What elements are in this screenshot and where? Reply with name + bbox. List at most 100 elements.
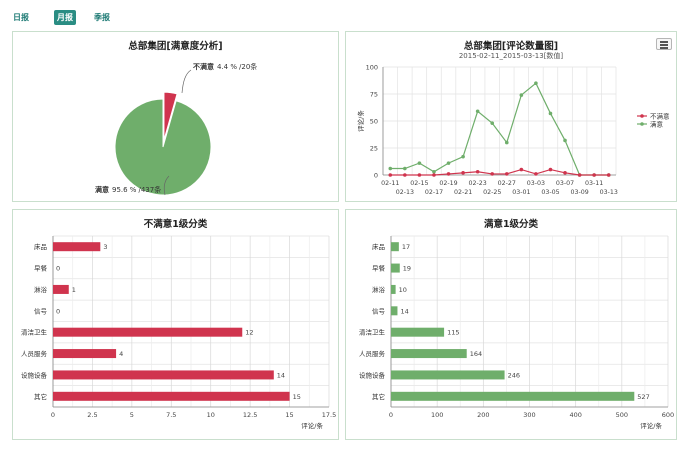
category-label: 其它	[372, 392, 385, 401]
x-tick-label: 02-15	[410, 180, 428, 187]
bar-value-label: 246	[508, 371, 520, 379]
bar	[391, 284, 396, 294]
line-chart-subtitle: 2015-02-11_2015-03-13[数值]	[458, 52, 564, 60]
data-point	[461, 154, 465, 159]
bar	[53, 391, 290, 401]
pie-label-percent: 95.6 %	[112, 186, 137, 194]
data-point	[548, 167, 553, 172]
line-chart: 0 25 50 75 100 02-11 02-15 02-19 02-23 02-27 03-03…	[356, 64, 670, 197]
tab-quarterly[interactable]: 季报	[94, 13, 110, 22]
data-point	[519, 93, 524, 97]
data-point	[563, 171, 567, 175]
x-tick-label: 02-19	[439, 180, 457, 187]
bar-value-label: 17	[402, 243, 410, 251]
x-tick-label: 03-05	[541, 189, 559, 196]
x-tick-label: 200	[477, 411, 489, 419]
pie-label-dissatisfied: 不满意 4.4 %/20条	[193, 62, 257, 71]
dissatisfied-bar-chart: 0 2.5 5 7.5 10 12.5 15 17.5 评论/条 床品 3 早餐 0 淋浴 1 信号 0 清洁卫生…	[21, 235, 336, 430]
x-tick-label: 03-03	[527, 180, 545, 187]
x-tick-label: 12.5	[243, 411, 257, 419]
pie-leader-line	[163, 175, 170, 196]
x-tick-label: 02-11	[381, 180, 399, 187]
x-tick-label: 600	[662, 411, 674, 419]
x-tick-label: 500	[616, 411, 628, 419]
x-tick-label: 17.5	[322, 411, 336, 419]
pie-label-name: 不满意	[193, 62, 214, 71]
data-point	[534, 81, 538, 85]
pie-label-count: 20条	[241, 62, 257, 71]
bar-value-label: 527	[637, 393, 649, 401]
satisfied-chart-title: 满意1级分类	[483, 219, 539, 230]
data-point	[446, 172, 451, 176]
data-point	[548, 111, 553, 116]
bar-value-label: 12	[245, 329, 253, 337]
bar-value-label: 3	[103, 243, 107, 251]
pie-chart-title: 总部集团[满意度分析]	[128, 41, 223, 52]
report-period-tabs: 日报 月报 季报	[0, 0, 687, 28]
pie-label-sep: /	[138, 186, 141, 194]
chart-menu-button[interactable]	[656, 38, 672, 50]
x-tick-label: 02-23	[469, 180, 487, 187]
dissatisfied-chart-title: 不满意1级分类	[143, 219, 208, 230]
x-tick-label: 03-07	[556, 180, 574, 187]
bar-value-label: 19	[403, 265, 411, 273]
bar	[391, 349, 467, 359]
data-point	[432, 169, 436, 174]
y-axis-label: 评论/条	[356, 110, 365, 132]
series-line-1	[390, 82, 609, 176]
pie-slice-dissatisfied	[163, 91, 178, 141]
category-label: 床品	[34, 242, 47, 251]
pie-label-sep: /	[239, 63, 242, 71]
data-point	[475, 169, 480, 174]
bar-value-label: 4	[119, 350, 123, 358]
x-axis-label: 评论/条	[640, 421, 662, 430]
bar	[53, 327, 243, 337]
x-tick-label: 03-13	[600, 189, 618, 196]
category-label: 早餐	[34, 264, 48, 273]
data-point	[446, 161, 451, 165]
bar	[391, 263, 400, 273]
x-tick-label: 03-09	[570, 189, 588, 196]
legend-marker	[640, 114, 644, 118]
bar-value-label: 15	[293, 393, 301, 401]
data-point	[490, 172, 495, 176]
data-point	[417, 161, 422, 165]
x-tick-label: 02-17	[425, 189, 443, 196]
pie-leader-line	[181, 69, 192, 94]
pie-slice-satisfied	[114, 98, 212, 196]
legend-marker	[640, 122, 644, 126]
category-label: 淋浴	[34, 285, 48, 294]
data-point	[563, 138, 567, 143]
data-point	[606, 173, 611, 177]
x-tick-label: 100	[431, 411, 443, 419]
bar	[53, 242, 101, 252]
x-tick-label: 2.5	[87, 411, 97, 419]
bar	[391, 370, 505, 380]
category-label: 清洁卫生	[359, 328, 386, 337]
x-tick-label: 03-01	[512, 189, 530, 196]
bar	[391, 391, 635, 401]
x-tick-label: 400	[569, 411, 581, 419]
pie-label-satisfied: 满意 95.6 %/437条	[95, 185, 161, 194]
data-point	[534, 172, 538, 176]
category-label: 设施设备	[21, 370, 48, 379]
tab-monthly[interactable]: 月报	[54, 10, 76, 25]
category-label: 早餐	[372, 264, 386, 273]
bar-value-label: 14	[277, 371, 285, 379]
line-chart-title: 总部集团[评论数量图]	[463, 41, 559, 52]
data-point	[592, 173, 596, 177]
x-tick-label: 7.5	[166, 411, 176, 419]
bar	[391, 242, 399, 252]
y-tick-label: 0	[374, 172, 378, 180]
pie-label-percent: 4.4 %	[217, 63, 237, 71]
x-tick-label: 02-25	[483, 189, 501, 196]
legend-label: 不满意	[650, 112, 670, 121]
tab-daily[interactable]: 日报	[13, 13, 29, 22]
series-line-0	[390, 168, 609, 176]
bar-value-label: 164	[470, 350, 482, 358]
x-tick-label: 0	[51, 411, 55, 419]
category-label: 淋浴	[372, 285, 386, 294]
bar	[53, 284, 69, 294]
